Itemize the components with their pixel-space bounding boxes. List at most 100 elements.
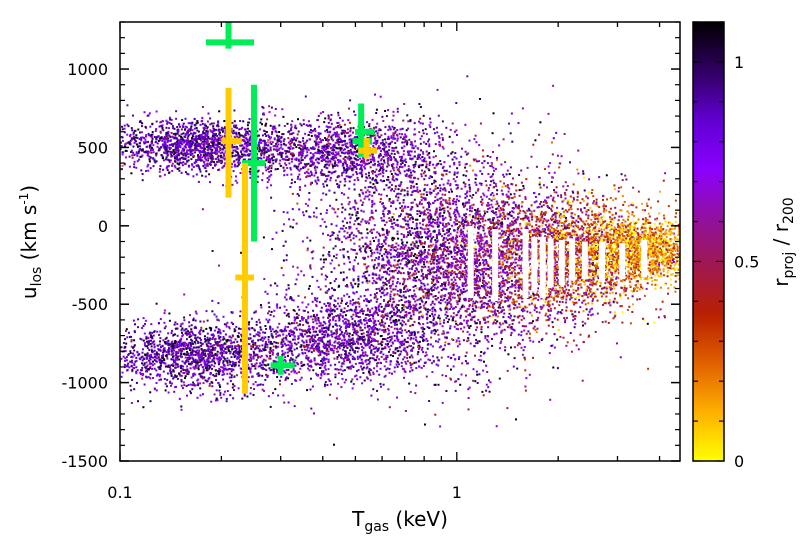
scatter-point: [174, 166, 177, 169]
scatter-point: [202, 130, 205, 133]
scatter-point: [287, 141, 290, 144]
scatter-point: [159, 165, 162, 168]
scatter-point: [185, 347, 188, 350]
scatter-point: [219, 344, 221, 347]
scatter-point: [159, 340, 162, 343]
scatter-point: [329, 179, 332, 182]
scatter-point: [121, 128, 124, 131]
scatter-point: [293, 371, 296, 374]
scatter-point: [181, 147, 184, 150]
scatter-point: [192, 141, 195, 144]
scatter-point: [104, 136, 106, 138]
scatter-point: [142, 339, 145, 342]
scatter-point: [312, 309, 315, 312]
scatter-point: [149, 143, 152, 146]
scatter-point: [392, 136, 395, 139]
scatter-point: [283, 170, 286, 173]
scatter-point: [379, 172, 382, 175]
scatter-point: [330, 113, 333, 116]
scatter-point: [323, 302, 326, 305]
scatter-point: [386, 337, 389, 339]
scatter-point: [185, 146, 187, 149]
scatter-point: [204, 379, 207, 382]
scatter-point: [290, 333, 293, 336]
scatter-point: [158, 333, 161, 336]
scatter-point: [326, 155, 329, 158]
scatter-point: [296, 177, 299, 180]
scatter-point: [226, 357, 229, 360]
scatter-point: [332, 143, 335, 146]
scatter-point: [400, 157, 403, 160]
scatter-point: [306, 335, 309, 338]
scatter-point: [380, 158, 383, 160]
scatter-point: [167, 391, 170, 394]
scatter-point: [189, 127, 192, 129]
scatter-point: [388, 340, 391, 343]
scatter-point: [351, 138, 354, 141]
scatter-point: [392, 137, 395, 140]
scatter-point: [196, 129, 199, 132]
scatter-point: [241, 397, 244, 400]
scatter-point: [179, 142, 182, 145]
scatter-point: [220, 159, 223, 162]
scatter-point: [402, 358, 405, 361]
scatter-point: [283, 327, 286, 330]
scatter-point: [193, 383, 195, 386]
scatter-point: [209, 123, 212, 126]
scatter-point: [349, 300, 352, 303]
scatter-point: [197, 180, 200, 183]
scatter-point: [223, 367, 226, 370]
scatter-point: [288, 315, 291, 318]
scatter-point: [332, 158, 335, 161]
scatter-point: [232, 129, 235, 132]
scatter-point: [293, 143, 296, 146]
scatter-point: [355, 171, 358, 174]
scatter-point: [249, 150, 252, 153]
scatter-point: [96, 168, 98, 170]
scatter-point: [361, 159, 364, 162]
scatter-point: [298, 194, 300, 197]
scatter-point: [180, 152, 183, 154]
scatter-point: [161, 360, 163, 363]
scatter-point: [209, 337, 212, 340]
scatter-point: [317, 157, 320, 160]
scatter-point: [255, 359, 258, 361]
scatter-point: [325, 145, 328, 148]
scatter-point: [335, 132, 338, 135]
scatter-point: [410, 141, 413, 143]
scatter-point: [144, 319, 147, 322]
scatter-point: [264, 336, 267, 339]
scatter-point: [116, 142, 118, 144]
scatter-point: [194, 132, 197, 135]
scatter-point: [270, 106, 273, 109]
scatter-point: [142, 324, 145, 327]
scatter-point: [178, 358, 181, 361]
scatter-point: [175, 385, 177, 388]
scatter-point: [220, 396, 223, 399]
scatter-point: [388, 324, 390, 327]
scatter-point: [181, 164, 184, 167]
scatter-point: [172, 333, 175, 336]
scatter-point: [228, 326, 231, 329]
scatter-point: [354, 147, 357, 150]
scatter-point: [259, 364, 262, 367]
scatter-point: [235, 175, 237, 178]
scatter-point: [215, 163, 218, 166]
scatter-point: [173, 360, 176, 363]
scatter-point: [300, 150, 303, 153]
scatter-point: [147, 354, 150, 357]
scatter-point: [146, 345, 149, 348]
scatter-point: [72, 346, 74, 348]
scatter-point: [308, 369, 311, 372]
scatter-point: [221, 156, 224, 159]
scatter-point: [342, 164, 345, 167]
scatter-point: [289, 145, 292, 148]
scatter-point: [357, 136, 359, 139]
scatter-point: [354, 157, 357, 160]
scatter-point: [210, 353, 213, 356]
scatter-point: [262, 331, 265, 334]
scatter-point: [229, 380, 232, 382]
scatter-point: [283, 305, 286, 308]
scatter-point: [123, 145, 126, 148]
scatter-point: [250, 345, 253, 348]
